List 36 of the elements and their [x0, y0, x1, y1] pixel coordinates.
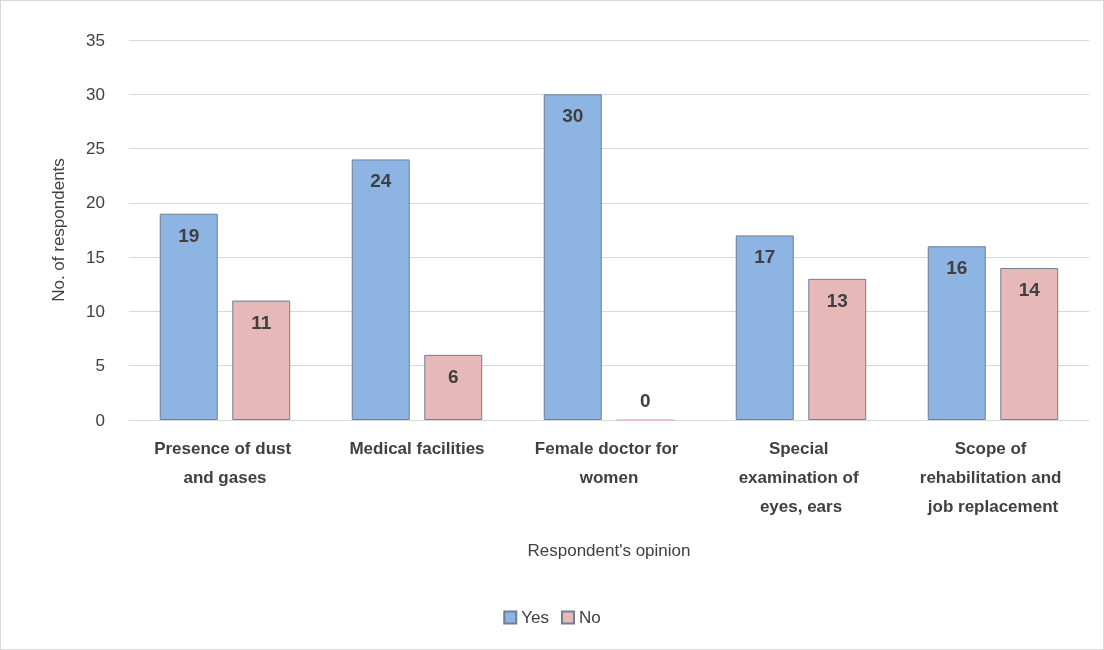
data-label: 17 [754, 246, 776, 268]
y-tick-label: 25 [86, 139, 105, 159]
x-tick-label: Special examination of eyes, ears [738, 439, 864, 516]
data-label: 11 [251, 311, 272, 333]
legend-label: No [579, 608, 601, 627]
bar [543, 94, 602, 420]
data-label: 24 [370, 170, 392, 192]
data-label: 0 [639, 389, 651, 411]
y-tick-label: 0 [95, 410, 105, 430]
x-axis-title: Respondent's opinion [527, 541, 691, 560]
y-tick-label: 5 [95, 356, 105, 376]
data-label: 14 [1018, 279, 1041, 300]
bar [232, 300, 291, 420]
data-label: 13 [826, 289, 848, 311]
bar [735, 235, 794, 420]
data-label: 30 [562, 105, 584, 127]
y-tick-label: 15 [86, 247, 105, 267]
bar [1000, 268, 1059, 420]
x-tick-label: Scope of rehabilitation and job replacement [919, 439, 1067, 516]
data-label: 16 [946, 257, 968, 279]
y-tick-label: 35 [86, 30, 105, 50]
bar [351, 159, 410, 420]
data-label: 6 [447, 365, 459, 387]
data-label: 19 [178, 224, 200, 246]
legend-label: Yes [521, 608, 549, 627]
bar [927, 246, 986, 420]
y-axis-title: No. of respondents [49, 158, 68, 302]
x-tick-label: Presence of dust and gases [154, 439, 296, 487]
y-tick-label: 30 [86, 84, 105, 104]
bar [808, 278, 867, 420]
x-tick-label: Female doctor for women [534, 439, 684, 487]
bar [424, 354, 483, 420]
y-tick-label: 20 [86, 193, 105, 213]
y-tick-label: 10 [86, 301, 105, 321]
bar [159, 213, 218, 420]
x-tick-label: Medical facilities [349, 439, 485, 458]
